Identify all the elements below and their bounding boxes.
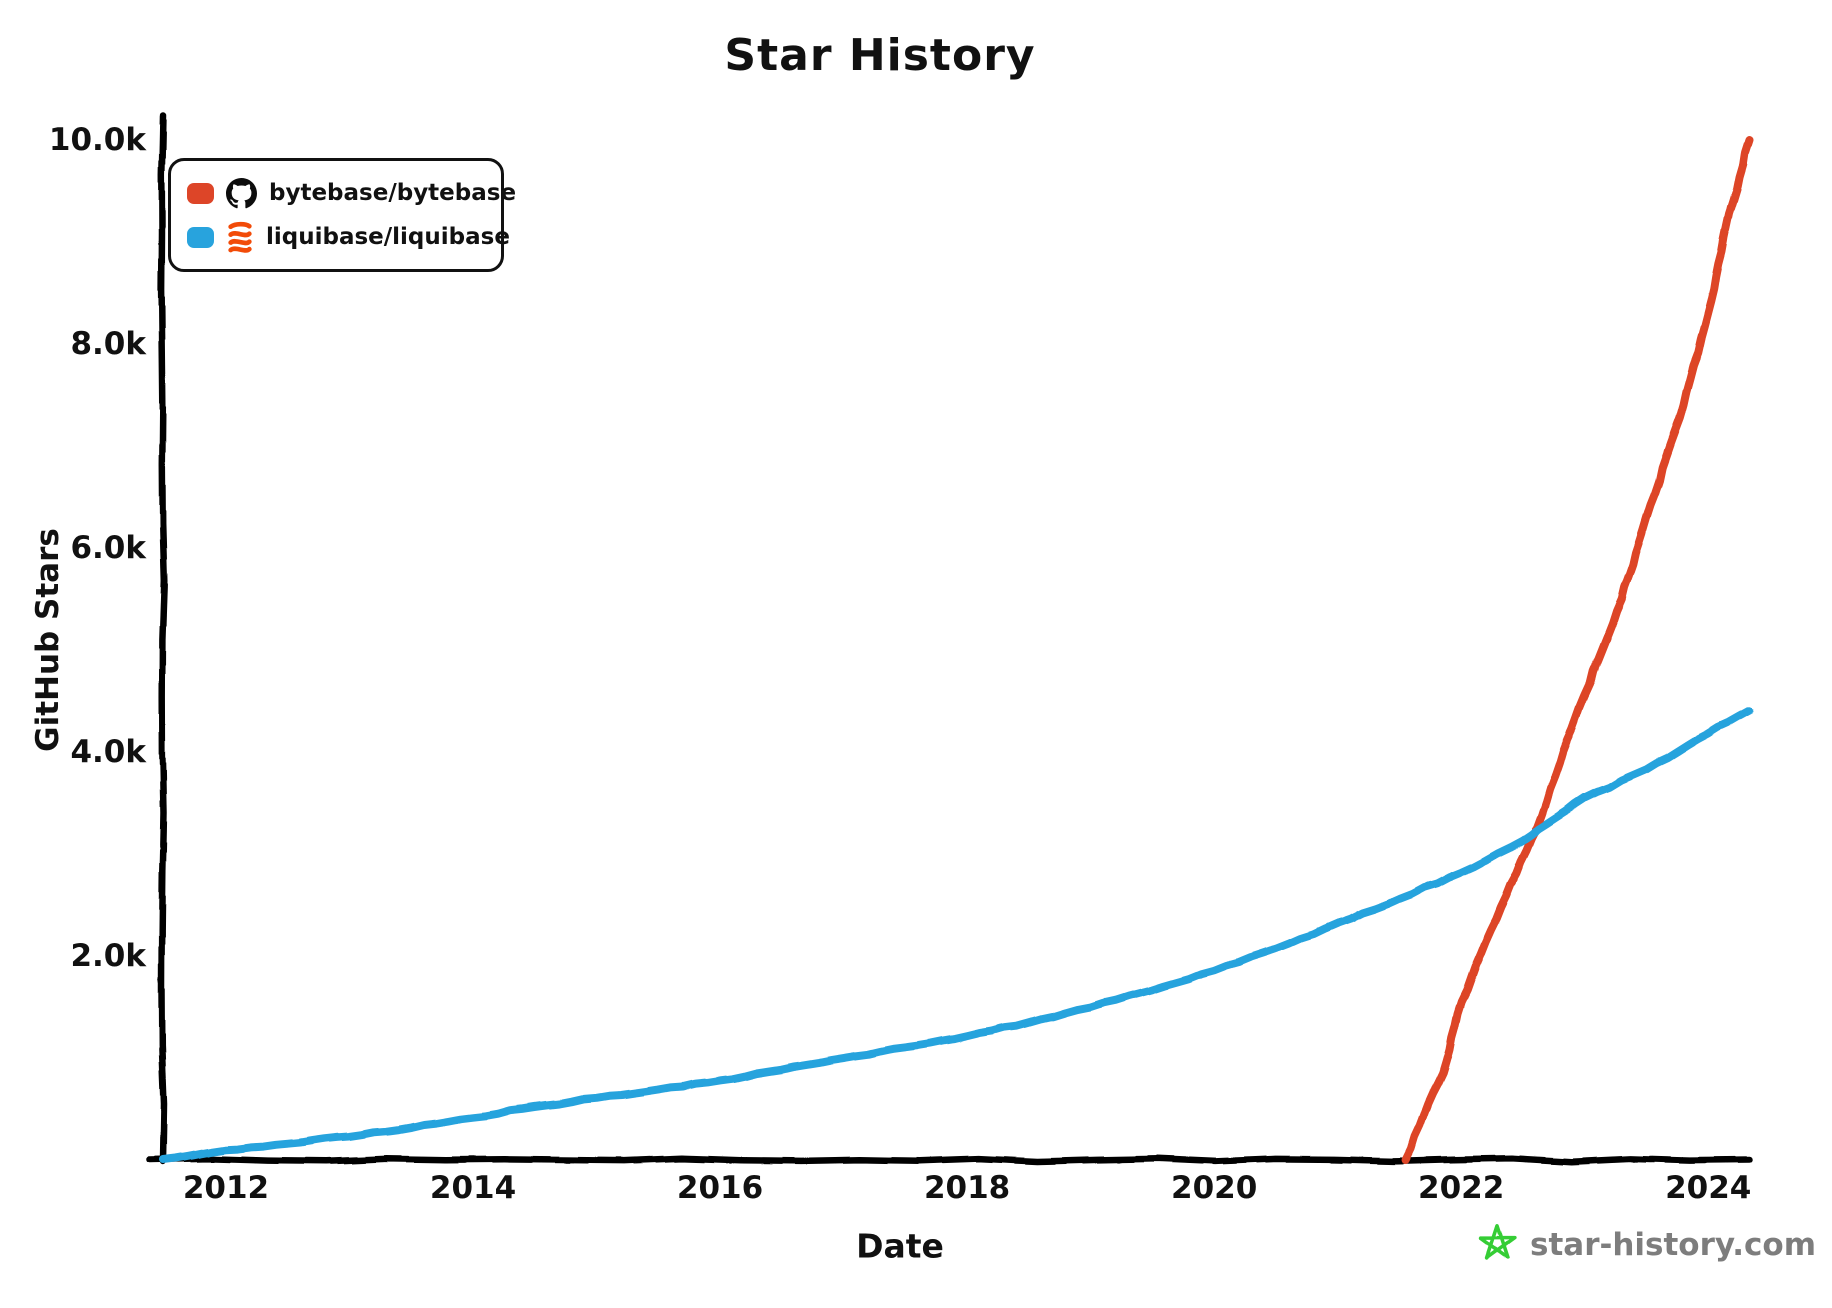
y-tick-label: 10.0k — [48, 122, 146, 158]
x-axis-line — [145, 1155, 1753, 1165]
x-tick-label: 2012 — [182, 1170, 270, 1206]
x-tick-label: 2020 — [1171, 1170, 1258, 1206]
chart-title: Star History — [724, 30, 1036, 81]
y-tick-label: 2.0k — [70, 938, 146, 974]
legend-item-bytebase: bytebase/bytebase — [187, 171, 516, 215]
liquibase-icon — [228, 221, 252, 253]
x-tick-label: 2014 — [429, 1170, 517, 1206]
data-series — [159, 136, 1753, 1164]
x-tick-label: 2024 — [1665, 1170, 1752, 1206]
legend-swatch-liquibase — [187, 226, 214, 248]
y-axis-line — [158, 112, 168, 1166]
series-line-bytebase — [1401, 136, 1753, 1164]
legend-swatch-bytebase — [187, 182, 214, 204]
legend-label-liquibase: liquibase/liquibase — [266, 224, 510, 250]
star-history-logo-icon — [1479, 1223, 1517, 1260]
x-axis-title: Date — [856, 1226, 944, 1266]
watermark-site-text: star-history.com — [1530, 1227, 1817, 1263]
x-tick-label: 2022 — [1418, 1170, 1505, 1206]
github-octocat-icon — [226, 177, 257, 208]
series-line-liquibase — [159, 707, 1753, 1164]
legend-box: bytebase/bytebase liquibase/liquibase — [168, 158, 516, 272]
x-tick-label: 2018 — [923, 1170, 1011, 1206]
legend-item-liquibase: liquibase/liquibase — [187, 215, 510, 259]
legend-label-bytebase: bytebase/bytebase — [269, 180, 517, 206]
y-tick-label: 4.0k — [70, 734, 146, 770]
x-tick-label: 2016 — [676, 1170, 764, 1206]
y-tick-label: 8.0k — [70, 326, 146, 362]
axes — [145, 112, 1753, 1166]
y-tick-label: 6.0k — [70, 530, 146, 566]
